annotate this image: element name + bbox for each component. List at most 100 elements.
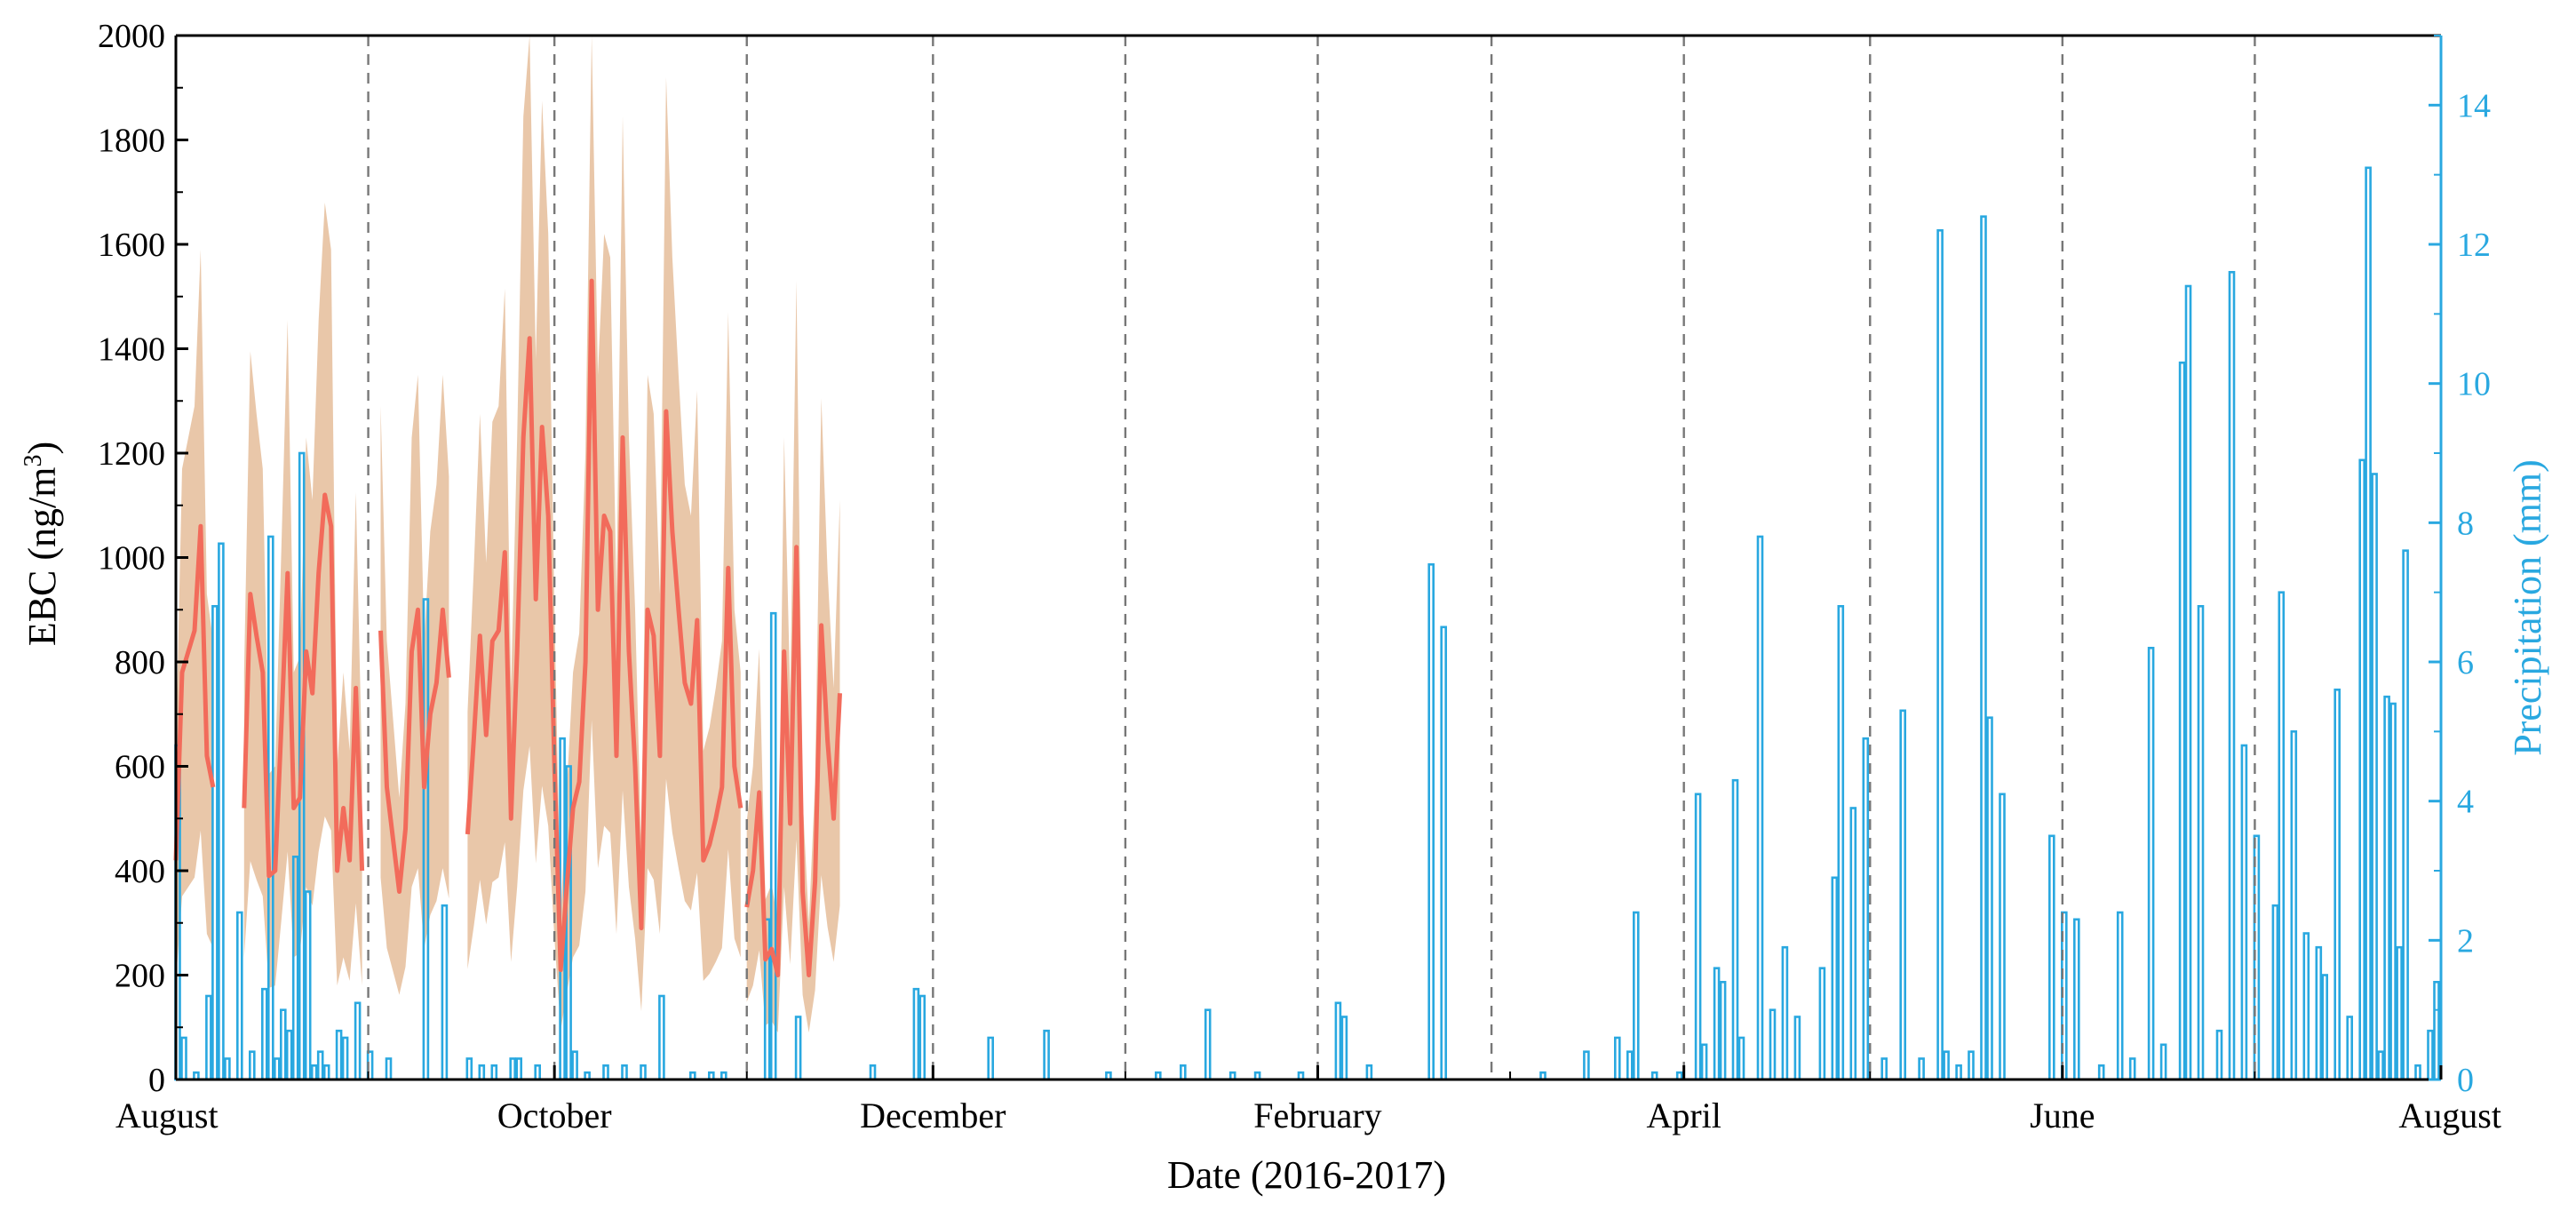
precip-bar	[1999, 793, 2006, 1081]
precip-bar	[1719, 981, 1727, 1081]
axes-layer	[174, 34, 2443, 1081]
precip-bar	[1756, 535, 1764, 1081]
precip-bar	[1837, 604, 1845, 1081]
precip-bar	[304, 890, 312, 1081]
y-right-tick-label: 4	[2457, 784, 2474, 821]
precip-bar	[1968, 1050, 1975, 1081]
precip-bar	[1180, 1064, 1187, 1081]
precip-bar	[534, 1064, 542, 1081]
precip-bar	[441, 904, 449, 1081]
x-tick-label-december: December	[860, 1095, 1006, 1135]
precip-bar	[794, 1016, 802, 1081]
precip-bar	[1626, 1050, 1634, 1081]
precip-bar	[322, 1064, 330, 1081]
precip-bar	[1334, 1001, 1342, 1081]
x-tick-label-august: August	[2398, 1095, 2501, 1135]
y-right-tick-label: 10	[2457, 366, 2491, 403]
precip-bar	[640, 1064, 647, 1081]
y-right-tick-label: 6	[2457, 644, 2474, 681]
precip-bar	[205, 994, 212, 1081]
y-left-tick-label: 2000	[98, 18, 165, 55]
precip-bar	[1614, 1036, 1621, 1081]
precip-bar	[1204, 1008, 1212, 1081]
precip-bar	[1633, 911, 1640, 1081]
precip-bar	[621, 1064, 628, 1081]
precip-bar	[1986, 716, 1993, 1081]
precip-bar	[2302, 932, 2310, 1081]
precip-bar	[218, 542, 225, 1081]
precip-bar	[1818, 967, 1826, 1081]
x-tick-label-october: October	[497, 1095, 612, 1135]
month-gridlines-layer	[367, 36, 2256, 1080]
y-right-tick-label: 8	[2457, 505, 2474, 542]
ebc-line-segment-2-0	[465, 278, 743, 973]
precip-bar	[2271, 904, 2279, 1081]
precip-bar	[571, 1050, 578, 1081]
precip-bar	[2414, 1064, 2421, 1081]
y-axis-right-title: Precipitation (mm)	[2506, 459, 2549, 756]
precip-bar	[2048, 834, 2055, 1081]
precip-bar	[1793, 1016, 1801, 1081]
precip-bar	[2402, 549, 2409, 1081]
y-axis-left-title: EBC (ng/m3)	[20, 442, 64, 646]
precip-bar	[2128, 1057, 2136, 1081]
precip-bar	[1427, 562, 1435, 1081]
precip-bar	[2433, 981, 2440, 1081]
precip-bar	[2178, 361, 2186, 1081]
x-axis-title: Date (2016-2017)	[1167, 1153, 1446, 1197]
precip-bar	[918, 994, 926, 1081]
precip-bar	[1365, 1064, 1373, 1081]
y-left-tick-label: 400	[115, 853, 165, 890]
precip-bar	[509, 1057, 517, 1081]
precip-bar	[1955, 1064, 1962, 1081]
precip-bar	[1918, 1057, 1925, 1081]
x-tick-label-june: June	[2030, 1095, 2095, 1135]
precip-bar	[2371, 473, 2378, 1081]
precip-bar	[2073, 918, 2080, 1081]
precip-bar	[1731, 778, 1739, 1081]
precip-bar	[1936, 228, 1944, 1081]
y-left-tick-label: 1600	[98, 227, 165, 264]
y-left-tick-label: 600	[115, 749, 165, 786]
precip-bar	[2184, 284, 2192, 1081]
precip-bar	[1862, 737, 1870, 1081]
ebc-line-segment-0-1	[242, 492, 365, 879]
precip-bar	[316, 1050, 324, 1081]
precip-bar	[2197, 604, 2205, 1081]
precip-bar	[2383, 695, 2390, 1081]
y-right-tick-label: 2	[2457, 922, 2474, 960]
precip-bar	[2358, 458, 2365, 1081]
precip-bar	[2427, 1029, 2434, 1081]
precip-bar	[2215, 1029, 2223, 1081]
precip-bar	[2346, 1016, 2353, 1081]
precip-bar	[180, 1036, 187, 1081]
precip-bar	[1781, 945, 1789, 1081]
precip-bar	[1943, 1050, 1950, 1081]
precip-bar	[2147, 646, 2155, 1081]
precip-bar	[869, 1064, 877, 1081]
y-axis-left-title-close: )	[20, 442, 64, 455]
x-tick-label-february: February	[1253, 1095, 1381, 1135]
precip-bar	[2389, 702, 2397, 1081]
y-left-tick-label: 1000	[98, 540, 165, 578]
precip-bar	[385, 1057, 393, 1081]
y-left-tick-label: 1400	[98, 331, 165, 369]
precip-bar	[987, 1036, 994, 1081]
precip-bar	[2321, 974, 2328, 1081]
y-axis-left-title-superscript: 3	[20, 454, 47, 466]
ebc-range-band-layer	[176, 36, 840, 1033]
y-axis-left-title-main: EBC (ng/m	[20, 466, 64, 646]
precip-bar	[1831, 876, 1839, 1081]
ebc-line-segment-0-0	[173, 523, 216, 861]
y-left-tick-label: 1200	[98, 435, 165, 473]
precip-bar	[335, 1029, 343, 1081]
precip-bar	[354, 1001, 362, 1081]
precip-bar	[248, 1050, 256, 1081]
precip-bar	[658, 994, 665, 1081]
precip-bar	[2315, 945, 2323, 1081]
precip-bar	[1880, 1057, 1888, 1081]
precip-bar	[2097, 1064, 2105, 1081]
precip-bar	[1694, 793, 1702, 1081]
precip-bar	[1737, 1036, 1745, 1081]
